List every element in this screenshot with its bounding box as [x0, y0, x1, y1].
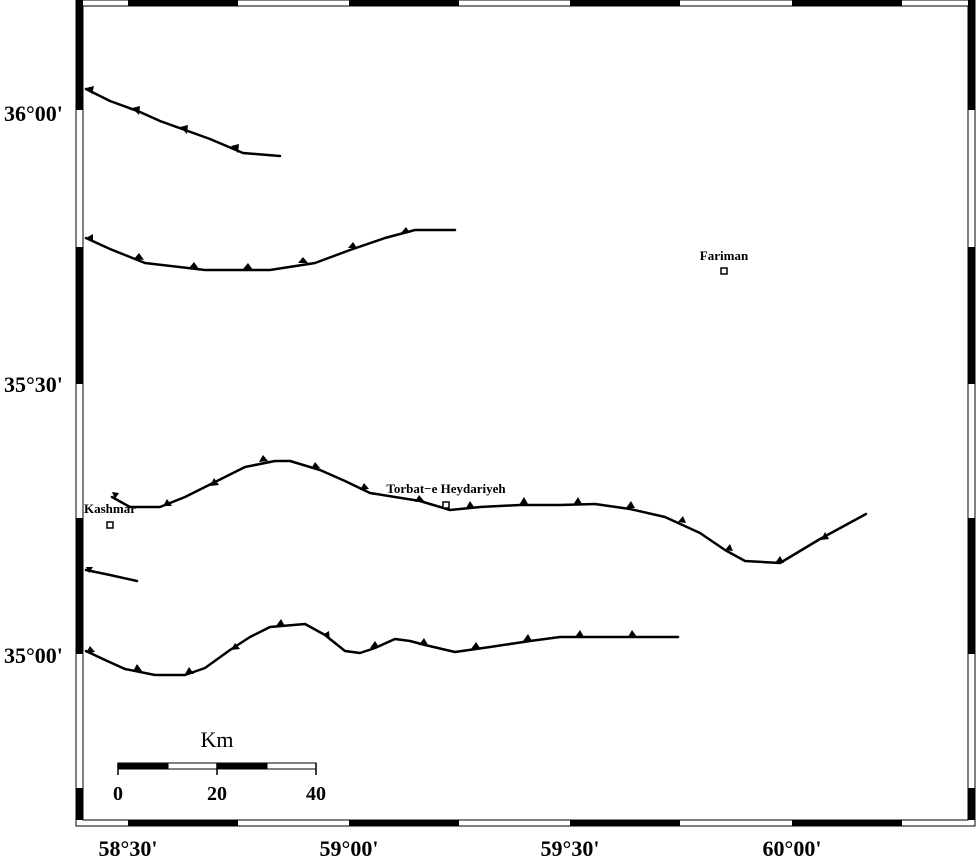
lat-label-36-00: 36°00' — [4, 101, 63, 126]
fault-3-tooth — [519, 497, 528, 505]
fault-1-tooth — [132, 106, 140, 115]
fault-4-tooth — [86, 567, 93, 573]
scale-bar-segment — [266, 762, 317, 770]
scale-bar-label-0: 0 — [113, 783, 123, 805]
fault-5-line — [84, 622, 680, 677]
lon-label-59-00: 59°00' — [320, 836, 379, 858]
fault-2-tooth — [348, 242, 357, 248]
fault-2-line — [84, 228, 457, 272]
lon-label-58-30: 58°30' — [99, 836, 158, 858]
fault-3-tooth — [626, 501, 635, 508]
fault-5-tooth — [133, 664, 142, 671]
fault-5-tooth — [370, 641, 379, 648]
fault-3-tooth — [775, 556, 784, 563]
city-label-kashmar: Kashmar — [84, 501, 136, 516]
scale-bar: Km 0 20 40 — [113, 727, 326, 805]
square-marker-icon — [106, 521, 114, 529]
fault-3-tooth — [466, 501, 474, 508]
fault-3-tooth — [360, 483, 369, 490]
fault-5-tooth — [276, 619, 285, 626]
fault-5-tooth — [575, 630, 584, 637]
fault-2-tooth — [298, 257, 308, 263]
lon-label-60-00: 60°00' — [763, 836, 822, 858]
lon-label-59-30: 59°30' — [541, 836, 600, 858]
fault-3-tooth — [821, 532, 829, 540]
fault-5-tooth — [185, 667, 194, 674]
fault-4-line — [84, 568, 139, 583]
fault-3-tooth — [259, 455, 268, 462]
fault-3-tooth — [678, 516, 686, 523]
fault-5-tooth — [628, 630, 637, 637]
scale-bar-segment — [167, 762, 218, 770]
fault-5-tooth — [231, 643, 240, 650]
fault-3-tooth — [725, 544, 733, 551]
fault-3-tooth — [210, 478, 219, 486]
fault-2-tooth — [86, 234, 93, 242]
fault-2-tooth — [134, 253, 144, 260]
square-marker-icon — [442, 501, 450, 509]
fault-3-tooth — [163, 499, 172, 506]
fault-5 — [84, 619, 680, 677]
city-fariman: Fariman — [700, 248, 749, 275]
fault-1 — [84, 86, 282, 158]
fault-3-tooth — [573, 497, 582, 505]
scale-bar-label-40: 40 — [306, 783, 326, 805]
lat-label-35-00: 35°00' — [4, 643, 63, 668]
city-kashmar: Kashmar — [84, 501, 136, 529]
scale-bar-segment — [216, 762, 268, 770]
fault-5-tooth — [523, 634, 532, 641]
fault-2-tooth — [401, 227, 410, 233]
fault-3-tooth — [311, 462, 320, 469]
square-marker-icon — [720, 267, 728, 275]
city-torbat-e-heydariyeh: Torbat−e Heydariyeh — [386, 481, 506, 509]
fault-3-tooth — [415, 495, 424, 502]
scale-bar-label-20: 20 — [207, 783, 227, 805]
city-label-fariman: Fariman — [700, 248, 749, 263]
fault-2 — [84, 227, 457, 272]
city-label-torbat-e-heydariyeh: Torbat−e Heydariyeh — [386, 481, 506, 496]
fault-2-tooth — [243, 263, 253, 270]
fault-3 — [110, 455, 868, 565]
fault-1-tooth — [180, 125, 188, 134]
fault-1-tooth — [86, 86, 94, 94]
lat-label-35-30: 35°30' — [4, 372, 63, 397]
fault-5-tooth — [324, 631, 330, 641]
map-frame — [75, 0, 976, 827]
fault-3-tooth — [112, 492, 119, 499]
fault-5-tooth — [471, 642, 480, 649]
scale-bar-unit: Km — [201, 727, 234, 752]
fault-4 — [84, 567, 139, 583]
fault-1-tooth — [231, 144, 239, 153]
scale-bar-segment — [117, 762, 169, 770]
fault-5-tooth — [419, 638, 428, 645]
fault-2-tooth — [189, 262, 199, 269]
fault-5-tooth — [86, 646, 95, 653]
